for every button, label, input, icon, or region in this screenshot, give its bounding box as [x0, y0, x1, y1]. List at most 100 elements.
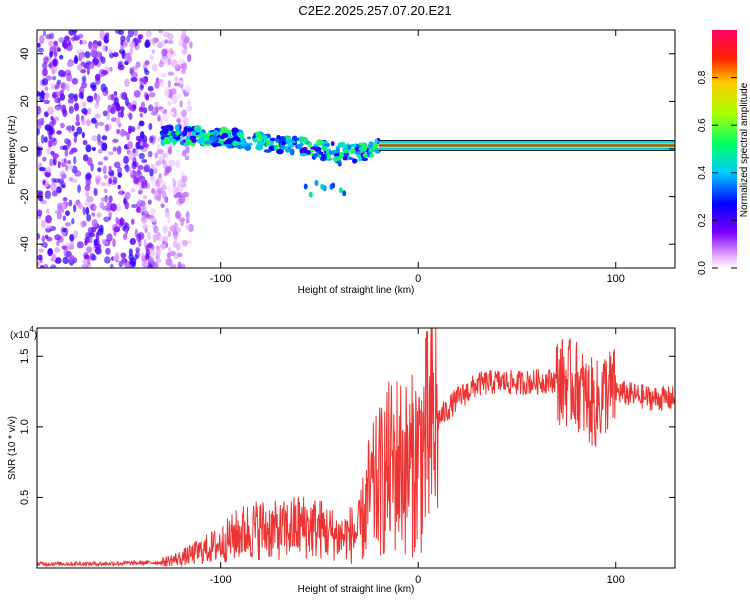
noise-blob — [52, 75, 57, 81]
noise-blob — [171, 59, 178, 68]
noise-blob — [150, 207, 157, 216]
noise-blob — [150, 217, 158, 223]
noise-blob — [181, 175, 188, 183]
noise-blob — [183, 117, 190, 125]
noise-blob — [79, 53, 85, 60]
noise-blob — [138, 106, 144, 113]
noise-blob — [120, 252, 127, 259]
trace-blob — [246, 136, 251, 140]
noise-blob — [102, 44, 106, 52]
noise-blob — [168, 47, 174, 55]
noise-blob — [38, 190, 44, 198]
trace-blob — [239, 132, 244, 137]
noise-blob — [137, 34, 144, 40]
noise-blob — [140, 101, 146, 108]
noise-blob — [72, 204, 77, 213]
noise-blob — [174, 76, 178, 82]
noise-blob — [112, 176, 118, 184]
noise-blob — [187, 53, 192, 63]
trace-blob — [212, 131, 217, 137]
noise-blob — [43, 263, 49, 268]
noise-blob — [50, 137, 56, 142]
noise-blob — [106, 112, 110, 121]
noise-blob — [50, 182, 57, 192]
noise-blob — [119, 189, 123, 196]
trace-blob — [241, 141, 247, 147]
noise-blob — [112, 138, 119, 143]
noise-blob — [56, 186, 62, 194]
noise-blob — [161, 159, 166, 165]
noise-blob — [126, 131, 130, 141]
spectrogram-ylabel: Frequency (Hz) — [7, 116, 18, 185]
noise-blob — [94, 175, 102, 183]
noise-blob — [172, 50, 177, 57]
noise-blob — [103, 216, 110, 223]
noise-blob — [185, 218, 190, 224]
noise-blob — [82, 206, 86, 216]
noise-blob — [180, 63, 186, 69]
trace-blob — [312, 153, 318, 158]
noise-blob — [149, 249, 156, 257]
noise-blob — [65, 143, 70, 150]
noise-blob — [85, 118, 91, 127]
noise-blob — [108, 165, 112, 173]
trace-blob — [186, 127, 194, 132]
noise-blob — [37, 42, 41, 48]
noise-blob — [73, 136, 77, 143]
noise-blob — [92, 57, 99, 66]
trace-blob — [338, 187, 343, 194]
trace-blob — [342, 155, 348, 160]
noise-blob — [172, 179, 177, 189]
noise-blob — [109, 263, 114, 268]
noise-blob — [183, 191, 190, 198]
noise-blob — [167, 146, 172, 155]
y-tick-label: 1.0 — [19, 419, 31, 434]
trace-blob — [232, 140, 239, 147]
noise-blob — [71, 218, 75, 225]
trace-blob — [225, 138, 233, 145]
noise-blob — [127, 30, 134, 38]
noise-blob — [130, 77, 138, 82]
noise-blob — [68, 199, 73, 207]
noise-blob — [129, 237, 137, 246]
noise-blob — [168, 159, 176, 167]
noise-blob — [120, 92, 126, 100]
noise-blob — [37, 254, 43, 261]
noise-blob — [67, 245, 75, 250]
noise-blob — [102, 110, 109, 117]
trace-blob — [342, 151, 350, 157]
noise-blob — [166, 252, 172, 258]
noise-blob — [99, 201, 105, 209]
noise-blob — [102, 240, 109, 245]
noise-blob — [117, 111, 123, 118]
noise-blob — [124, 191, 131, 200]
noise-blob — [153, 168, 158, 174]
noise-blob — [52, 153, 58, 160]
noise-blob — [42, 68, 48, 77]
noise-blob — [96, 212, 102, 218]
noise-blob — [116, 145, 122, 155]
noise-blob — [63, 248, 69, 258]
noise-blob — [77, 202, 84, 209]
trace-blob — [256, 143, 260, 148]
noise-blob — [53, 50, 58, 57]
noise-blob — [81, 118, 86, 126]
noise-blob — [49, 158, 54, 167]
noise-blob — [63, 158, 67, 163]
x-tick-label: -100 — [210, 574, 232, 586]
noise-blob — [137, 164, 144, 171]
noise-blob — [94, 102, 100, 109]
noise-blob — [151, 187, 155, 195]
spectrogram-panel: -100 0 100 -40 -20 0 20 40 Height of straight … — [7, 29, 676, 296]
noise-blob — [81, 264, 89, 268]
noise-blob — [160, 72, 167, 78]
noise-blob — [43, 136, 48, 143]
trace-blob — [333, 153, 340, 157]
noise-blob — [147, 242, 153, 249]
noise-blob — [41, 219, 46, 229]
noise-blob — [138, 145, 144, 150]
trace-blob — [340, 141, 346, 148]
noise-blob — [45, 75, 52, 81]
noise-blob — [81, 131, 85, 139]
noise-blob — [149, 136, 154, 144]
